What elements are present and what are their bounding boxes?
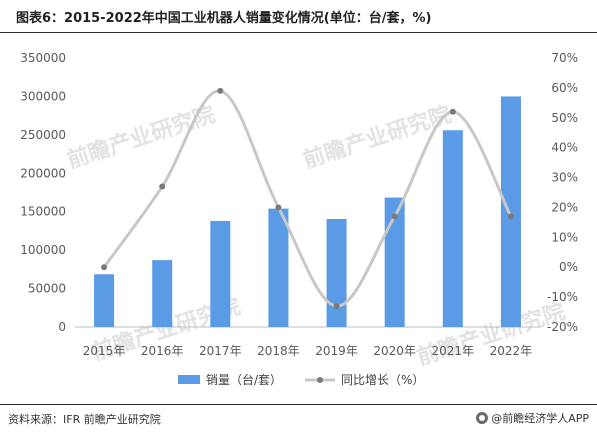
right-axis-tick-label: 10% (551, 230, 578, 244)
right-axis-tick-label: 20% (551, 200, 578, 214)
x-axis-category-label: 2017年 (199, 344, 242, 358)
right-axis-tick-label: -20% (547, 320, 578, 334)
sales-bar (152, 260, 173, 327)
left-axis-tick-label: 200000 (20, 166, 66, 180)
growth-line (102, 89, 513, 308)
sales-bar (210, 220, 231, 327)
sales-bar (442, 130, 463, 327)
right-axis-tick-label: -10% (547, 290, 578, 304)
legend-bar-label: 销量（台/套） (206, 372, 282, 387)
x-axis-category-label: 2022年 (490, 344, 533, 358)
source-note: 资料来源：IFR 前瞻产业研究院 (8, 413, 161, 426)
left-axis-tick-label: 0 (58, 320, 66, 334)
growth-point (507, 213, 514, 220)
growth-point (275, 204, 282, 211)
left-axis-tick-label: 300000 (20, 89, 66, 103)
sales-bar (326, 219, 347, 327)
watermark-text: 前瞻产业研究院 (64, 101, 219, 173)
growth-point (217, 87, 224, 94)
legend-line-marker (317, 377, 323, 383)
legend-line-label: 同比增长（%） (341, 373, 424, 387)
right-axis-tick-label: 50% (551, 111, 578, 125)
right-axis-tick-label: 0% (559, 260, 578, 274)
x-axis-category-label: 2020年 (373, 344, 416, 358)
right-axis-tick-label: 60% (551, 81, 578, 95)
sales-bar (384, 197, 405, 327)
x-axis-category-label: 2021年 (432, 344, 475, 358)
right-axis-tick-label: 70% (551, 51, 578, 65)
left-axis-tick-label: 250000 (20, 128, 66, 142)
legend-bar-swatch (178, 375, 200, 384)
right-axis-tick-label: 30% (551, 171, 578, 185)
growth-point (449, 108, 456, 115)
left-axis-tick-label: 100000 (20, 243, 66, 257)
footer-divider (0, 404, 597, 405)
growth-point (391, 213, 398, 220)
x-axis-category-label: 2019年 (315, 344, 358, 358)
growth-point (333, 303, 340, 310)
sales-bar (500, 96, 521, 327)
watermark-text: 前瞻产业研究院 (414, 298, 569, 370)
right-axis-tick-label: 40% (551, 141, 578, 155)
x-axis-category-label: 2015年 (83, 344, 126, 358)
growth-point (101, 264, 108, 271)
left-axis-tick-label: 350000 (20, 51, 66, 65)
chart-title: 图表6：2015-2022年中国工业机器人销量变化情况(单位：台/套，%) (16, 11, 432, 26)
title-divider (0, 32, 597, 33)
sales-bar (268, 208, 289, 327)
brand-credit: @前瞻经济学人APP (476, 410, 589, 426)
left-axis-tick-label: 150000 (20, 205, 66, 219)
growth-point (159, 183, 166, 190)
left-axis-tick-label: 50000 (28, 282, 66, 296)
x-axis-category-label: 2016年 (141, 344, 184, 358)
x-axis-category-label: 2018年 (257, 344, 300, 358)
brand-logo-icon (476, 412, 489, 424)
brand-credit-text: @前瞻经济学人APP (491, 412, 589, 425)
sales-bar (94, 274, 115, 327)
